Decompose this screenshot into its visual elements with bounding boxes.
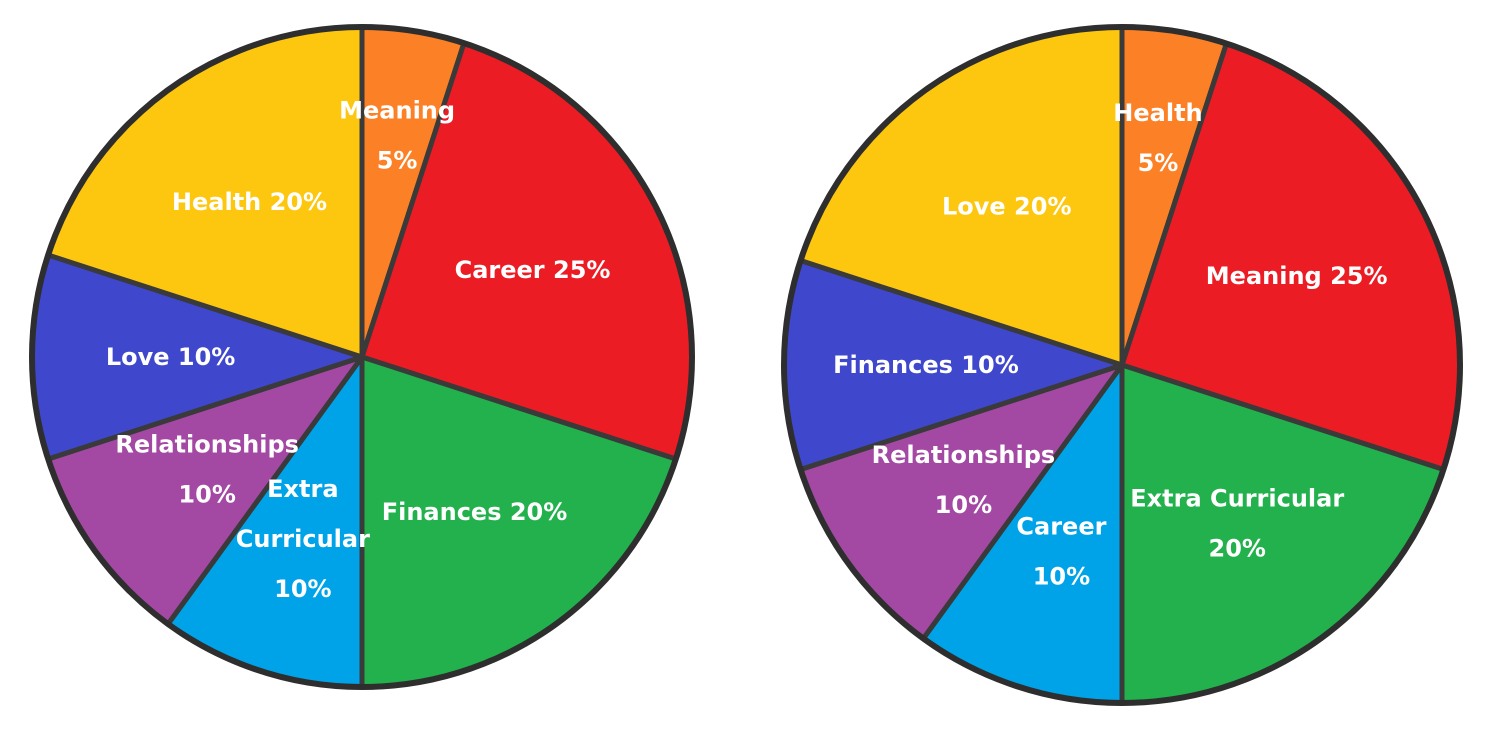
slice-label-line: 10%: [1033, 562, 1090, 590]
slice-label: Finances 10%: [833, 351, 1019, 379]
slice-label-line: 20%: [1209, 535, 1266, 563]
pie-outline: [781, 24, 1463, 706]
slice-label: Finances 20%: [382, 498, 568, 526]
slice-label-line: Extra: [267, 475, 338, 503]
slice-label: Extra Curricular 20%: [1130, 485, 1344, 563]
slice-label-line: Relationships: [115, 431, 299, 459]
slice-label: Extra Curricular 10%: [236, 475, 370, 603]
slice-label-line: 10%: [935, 491, 992, 519]
slice-label-line: 5%: [377, 146, 418, 174]
slice-label: Career 10%: [1016, 512, 1106, 590]
slice-label-line: Love 10%: [106, 343, 236, 371]
slice-label: Career 25%: [455, 256, 611, 284]
pie-outline: [29, 24, 695, 690]
slice-label: Meaning 25%: [1206, 262, 1388, 290]
slice-label-line: Relationships: [872, 441, 1056, 469]
slice-label: Relationships 10%: [872, 441, 1056, 519]
slice-label: Health 20%: [172, 188, 327, 216]
slice-label-line: Meaning 25%: [1206, 262, 1388, 290]
slice-label-line: Meaning: [339, 96, 455, 124]
slice-label-line: Extra Curricular: [1130, 485, 1344, 513]
slice-label-line: Finances 10%: [833, 351, 1019, 379]
slice-label-line: Career: [1016, 512, 1106, 540]
slice-label-line: 10%: [178, 481, 235, 509]
slice-label-line: Health 20%: [172, 188, 327, 216]
slice-label-line: Career 25%: [455, 256, 611, 284]
slice-label: Love 20%: [942, 192, 1072, 220]
slice-label: Meaning 5%: [339, 96, 455, 174]
slice-label-line: Health: [1113, 99, 1202, 127]
pie-chart-right: Health 5% Meaning 25% Extra Curricular 20% Ca…: [781, 24, 1463, 706]
slice-label: Relationships 10%: [115, 431, 299, 509]
slice-label-line: Finances 20%: [382, 498, 568, 526]
slice-label: Health 5%: [1113, 99, 1202, 177]
slice-label-line: Curricular: [236, 525, 370, 553]
slice-label-line: 10%: [274, 575, 331, 603]
slice-label: Love 10%: [106, 343, 236, 371]
slice-label-line: Love 20%: [942, 192, 1072, 220]
slice-label-line: 5%: [1138, 149, 1179, 177]
pie-chart-left: Meaning 5% Career 25% Finances 20% Extra Curr…: [29, 24, 695, 690]
